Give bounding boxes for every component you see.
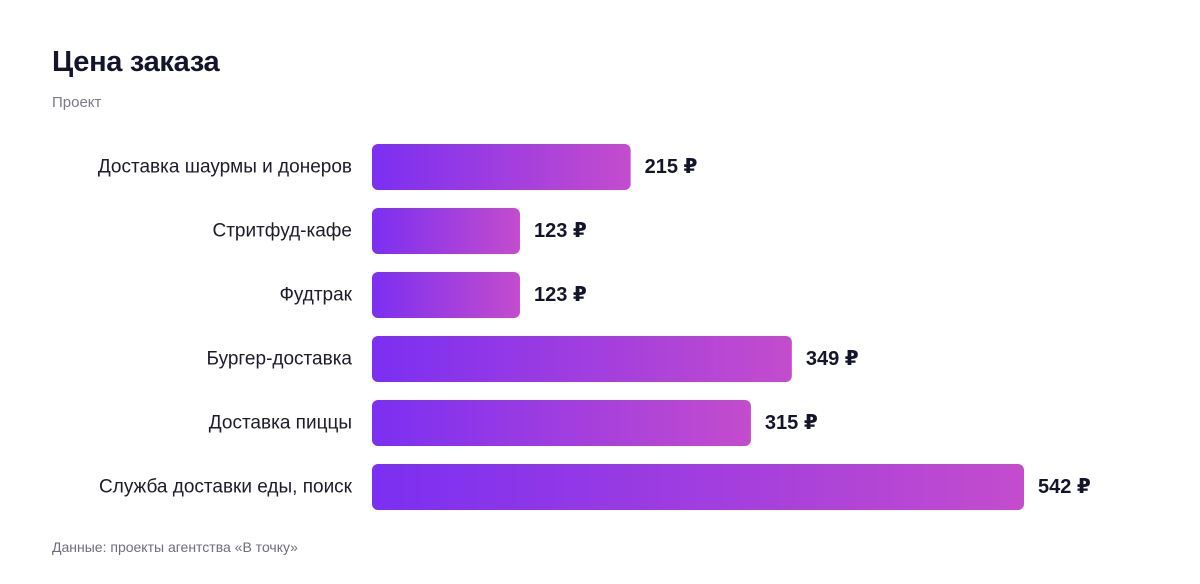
bars-group: Доставка шаурмы и донеров 215 ₽ Стритфуд-к…: [98, 144, 1091, 510]
category-label: Доставка шаурмы и донеров: [98, 157, 352, 178]
category-label: Служба доставки еды, поиск: [99, 477, 353, 498]
value-label: 215 ₽: [645, 156, 698, 178]
chart-subtitle: Проект: [52, 94, 102, 111]
category-label: Бургер-доставка: [207, 349, 353, 370]
data-source-note: Данные: проекты агентства «В точку»: [52, 539, 298, 555]
chart-title: Цена заказа: [52, 46, 220, 78]
value-label: 123 ₽: [534, 220, 587, 242]
category-label: Доставка пиццы: [209, 413, 352, 434]
value-label: 315 ₽: [765, 412, 818, 434]
bar: [372, 464, 1024, 510]
value-label: 123 ₽: [534, 284, 587, 306]
bar: [372, 272, 520, 318]
bar: [372, 208, 520, 254]
bar: [372, 400, 751, 446]
category-label: Стритфуд-кафе: [212, 221, 352, 242]
value-label: 542 ₽: [1038, 476, 1091, 498]
value-label: 349 ₽: [806, 348, 859, 370]
bar: [372, 336, 792, 382]
bar: [372, 144, 631, 190]
category-label: Фудтрак: [279, 285, 352, 306]
